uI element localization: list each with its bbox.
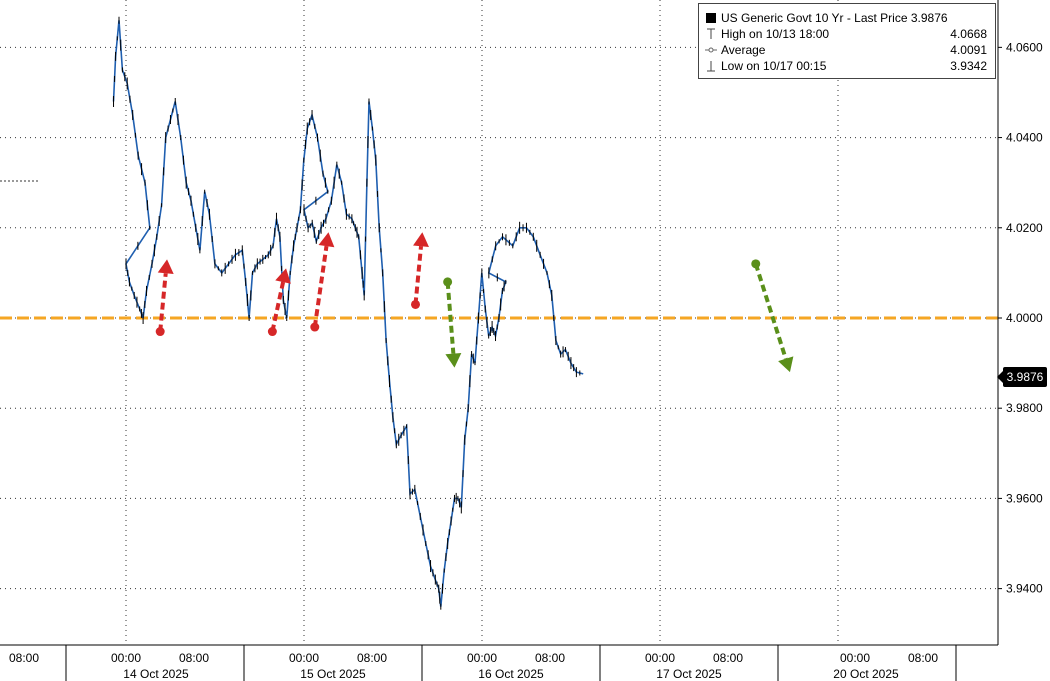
x-time-label: 08:00 — [713, 651, 743, 665]
y-tick-label: 4.0400 — [1006, 131, 1043, 145]
price-series — [112, 16, 584, 610]
legend-row-average: Average 4.0091 — [705, 42, 989, 58]
series-swatch-icon — [705, 10, 717, 26]
legend-high-value: 4.0668 — [950, 27, 987, 41]
arrow-origin-dot — [267, 327, 277, 337]
arrow-head — [318, 232, 335, 248]
arrow-shaft — [445, 281, 456, 354]
legend-row-high: High on 10/13 18:00 4.0668 — [705, 26, 989, 42]
x-time-label: 08:00 — [179, 651, 209, 665]
x-time-label: 00:00 — [289, 651, 319, 665]
red-arrow-up — [267, 268, 291, 337]
arrow-origin-dot — [751, 259, 761, 269]
y-tick-label: 4.0600 — [1006, 40, 1043, 54]
series-line — [112, 20, 584, 607]
arrow-shaft — [753, 263, 788, 360]
x-date-label: 17 Oct 2025 — [656, 667, 722, 681]
arrow-head — [275, 268, 291, 284]
green-arrow-down — [443, 277, 462, 368]
legend-row-last: US Generic Govt 10 Yr - Last Price 3.987… — [705, 10, 989, 26]
arrow-head — [413, 232, 429, 247]
legend-low-value: 3.9342 — [950, 59, 987, 73]
x-date-label: 16 Oct 2025 — [478, 667, 544, 681]
x-time-label: 08:00 — [535, 651, 565, 665]
arrow-shaft — [270, 281, 286, 332]
legend-series-label: US Generic Govt 10 Yr - Last Price 3.987… — [721, 10, 948, 26]
arrow-origin-dot — [310, 322, 320, 332]
x-time-label: 08:00 — [9, 651, 39, 665]
y-tick-label: 4.0000 — [1006, 311, 1043, 325]
arrow-head — [778, 356, 794, 373]
y-tick-label: 3.9600 — [1006, 491, 1043, 505]
x-time-label: 00:00 — [645, 651, 675, 665]
x-date-label: 14 Oct 2025 — [123, 667, 189, 681]
arrow-origin-dot — [155, 327, 165, 337]
legend-title: US Generic Govt 10 Yr - Last Price — [721, 11, 908, 25]
y-tick-label: 4.0200 — [1006, 221, 1043, 235]
red-arrow-up — [410, 232, 429, 309]
x-time-label: 08:00 — [908, 651, 938, 665]
x-time-label: 00:00 — [111, 651, 141, 665]
grid — [0, 0, 998, 645]
high-marker-icon — [705, 26, 717, 42]
y-tick-label: 3.9800 — [1006, 401, 1043, 415]
arrow-shaft — [312, 245, 329, 328]
annotations — [155, 232, 794, 373]
x-date-label: 15 Oct 2025 — [300, 667, 366, 681]
arrow-shaft — [413, 246, 424, 305]
legend-last-value: 3.9876 — [910, 11, 948, 25]
average-marker-icon — [705, 42, 717, 58]
legend-average-label: Average — [721, 43, 766, 57]
last-price-badge: 3.9876 — [997, 367, 1047, 387]
legend: US Generic Govt 10 Yr - Last Price 3.987… — [698, 3, 996, 79]
x-time-label: 08:00 — [357, 651, 387, 665]
x-time-label: 00:00 — [467, 651, 497, 665]
x-date-label: 20 Oct 2025 — [833, 667, 899, 681]
x-time-label: 00:00 — [840, 651, 870, 665]
low-marker-icon — [705, 58, 717, 74]
red-arrow-up — [155, 259, 174, 337]
y-tick-label: 3.9400 — [1006, 582, 1043, 596]
arrow-head — [157, 259, 174, 275]
arrow-head — [445, 353, 462, 368]
green-arrow-down — [751, 259, 794, 373]
legend-row-low: Low on 10/17 00:15 3.9342 — [705, 58, 989, 74]
legend-low-label: Low on 10/17 00:15 — [721, 59, 827, 73]
arrow-origin-dot — [443, 277, 453, 287]
legend-high-label: High on 10/13 18:00 — [721, 27, 830, 41]
legend-average-value: 4.0091 — [950, 43, 987, 57]
arrow-shaft — [158, 273, 168, 332]
arrow-origin-dot — [410, 299, 420, 309]
red-arrow-up — [310, 232, 335, 332]
